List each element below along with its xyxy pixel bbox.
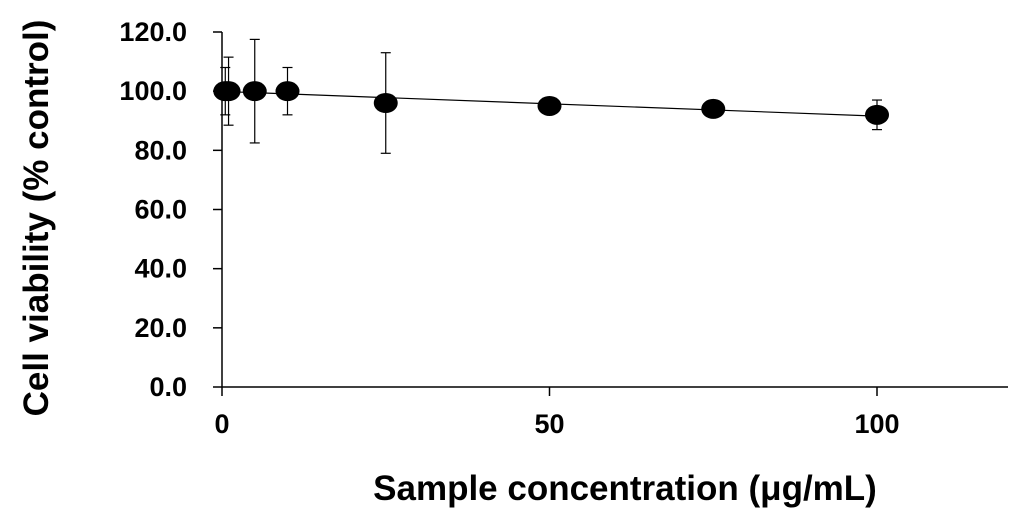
data-point xyxy=(701,98,726,119)
x-axis-title: Sample concentration (μg/mL) xyxy=(373,469,877,508)
data-point xyxy=(537,95,562,116)
y-tick-label: 80.0 xyxy=(134,135,187,165)
data-point xyxy=(373,93,398,113)
y-tick-label: 40.0 xyxy=(134,254,187,284)
y-tick-label: 60.0 xyxy=(134,195,187,225)
y-axis-title: Cell viability (% control) xyxy=(17,20,56,417)
x-tick-label: 50 xyxy=(534,409,564,439)
x-tick-label: 100 xyxy=(854,409,899,439)
x-tick-labels: 0 50 100 xyxy=(214,409,899,439)
y-tick-label: 120.0 xyxy=(119,17,187,47)
data-point xyxy=(242,81,267,102)
y-tick-label: 20.0 xyxy=(134,313,187,343)
y-tick-labels: 0.0 20.0 40.0 60.0 80.0 100.0 120.0 xyxy=(119,17,187,402)
data-point xyxy=(216,81,241,102)
x-tick-label: 0 xyxy=(214,409,229,439)
y-tick-label: 0.0 xyxy=(149,372,187,402)
y-ticks xyxy=(213,31,222,388)
x-ticks xyxy=(221,387,878,396)
data-point xyxy=(865,104,889,125)
data-point xyxy=(275,81,300,102)
data-points xyxy=(213,81,889,125)
y-tick-label: 100.0 xyxy=(119,76,187,106)
